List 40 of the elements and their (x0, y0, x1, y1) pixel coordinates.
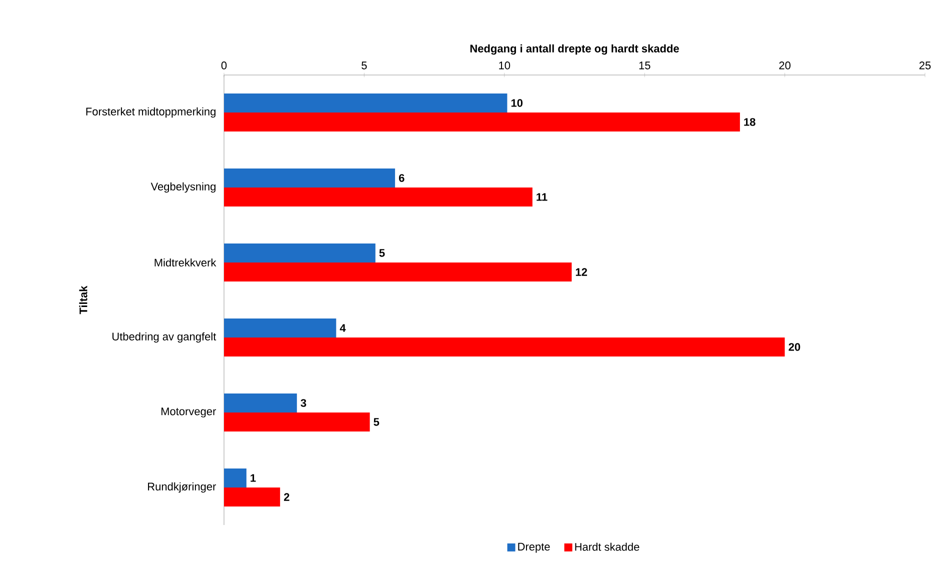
bar (224, 244, 376, 262)
x-tick-label: 20 (779, 62, 790, 70)
data-label: 1 (250, 474, 256, 482)
data-label: 2 (284, 493, 290, 501)
data-label: 11 (536, 193, 548, 201)
y-tick-label: Forsterket midtoppmerking (86, 107, 216, 118)
bar (224, 112, 740, 132)
data-label: 3 (300, 399, 306, 407)
bar (224, 394, 297, 412)
x-axis-title: Nedgang i antall drepte og hardt skadde (470, 44, 679, 55)
data-label: 20 (788, 343, 800, 351)
data-label: 5 (379, 249, 385, 257)
y-tick-label: Rundkjøringer (148, 482, 216, 493)
x-tick-label: 5 (362, 62, 367, 70)
y-axis-title: Tiltak (79, 286, 88, 314)
data-label: 5 (374, 418, 380, 426)
data-label: 4 (340, 324, 346, 332)
bar (224, 93, 508, 112)
x-tick-label: 0 (221, 62, 227, 70)
bar (224, 262, 572, 282)
x-tick-label: 10 (499, 62, 510, 70)
data-label: 10 (511, 99, 523, 107)
bar (224, 318, 336, 338)
y-tick-label: Motorveger (161, 408, 216, 418)
legend-label: Drepte (518, 542, 550, 553)
data-label: 6 (398, 174, 404, 182)
y-tick-label: Vegbelysning (150, 182, 216, 193)
bar (224, 468, 246, 488)
bar (224, 168, 396, 188)
bar (224, 337, 785, 356)
x-tick-label: 25 (919, 62, 931, 70)
x-tick-label: 15 (639, 62, 650, 70)
y-tick-label: Midtrekkverk (154, 258, 216, 267)
data-label: 12 (576, 268, 588, 276)
bar (224, 488, 280, 506)
bar (224, 412, 370, 432)
bar (224, 187, 532, 206)
y-tick-label: Utbedring av gangfelt (112, 332, 216, 343)
legend-label: Hardt skadde (575, 542, 640, 551)
data-label: 18 (744, 118, 756, 126)
